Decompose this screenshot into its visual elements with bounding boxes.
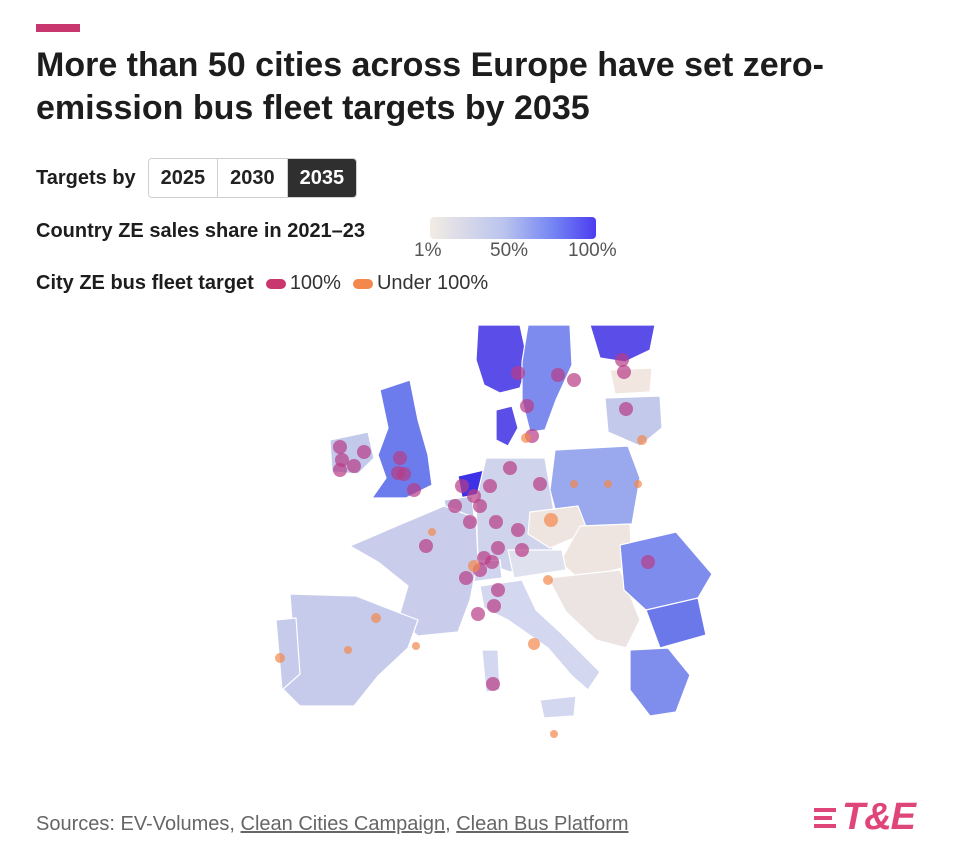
- city-marker[interactable]: [459, 571, 473, 585]
- city-marker[interactable]: [641, 555, 655, 569]
- city-target-legend: City ZE bus fleet target 100% Under 100%: [36, 272, 498, 295]
- country-uk[interactable]: [371, 379, 433, 499]
- year-toggle: 2025 2030 2035: [147, 158, 358, 198]
- city-marker[interactable]: [357, 445, 371, 459]
- year-option-2030[interactable]: 2030: [218, 159, 288, 197]
- city-marker[interactable]: [617, 365, 631, 379]
- city-marker[interactable]: [604, 480, 612, 488]
- te-logo: T&E: [814, 796, 916, 839]
- city-marker[interactable]: [570, 480, 578, 488]
- city-marker[interactable]: [511, 523, 525, 537]
- city-marker[interactable]: [544, 513, 558, 527]
- city-marker[interactable]: [333, 440, 347, 454]
- city-marker[interactable]: [491, 583, 505, 597]
- city-marker[interactable]: [333, 463, 347, 477]
- city-marker[interactable]: [468, 560, 480, 572]
- country-greece[interactable]: [629, 647, 691, 717]
- city-marker[interactable]: [521, 433, 531, 443]
- chart-title: More than 50 cities across Europe have s…: [36, 46, 824, 127]
- legend-swatch-under-100: [352, 278, 373, 289]
- city-marker[interactable]: [619, 402, 633, 416]
- city-marker[interactable]: [419, 539, 433, 553]
- legend-swatch-100: [265, 278, 286, 289]
- country-latvia-lithuania[interactable]: [604, 395, 663, 447]
- city-marker[interactable]: [634, 480, 642, 488]
- sources-prefix: Sources: EV-Volumes,: [36, 813, 241, 835]
- city-marker[interactable]: [473, 499, 487, 513]
- country-sicily[interactable]: [539, 695, 577, 719]
- city-marker[interactable]: [471, 607, 485, 621]
- year-option-2025[interactable]: 2025: [148, 159, 219, 197]
- city-marker[interactable]: [491, 541, 505, 555]
- country-italy[interactable]: [479, 579, 601, 691]
- city-marker[interactable]: [455, 479, 469, 493]
- city-marker[interactable]: [275, 653, 285, 663]
- city-marker[interactable]: [503, 461, 517, 475]
- country-portugal[interactable]: [275, 617, 301, 691]
- city-marker[interactable]: [551, 368, 565, 382]
- sources-separator: ,: [445, 813, 457, 835]
- country-norway[interactable]: [475, 324, 529, 394]
- year-option-2035[interactable]: 2035: [287, 159, 357, 197]
- country-scale-title: Country ZE sales share in 2021–23: [36, 220, 366, 242]
- city-marker[interactable]: [344, 646, 352, 654]
- city-marker[interactable]: [528, 638, 540, 650]
- city-marker[interactable]: [412, 642, 420, 650]
- sources-footer: Sources: EV-Volumes, Clean Cities Campai…: [36, 813, 629, 836]
- city-marker[interactable]: [485, 555, 499, 569]
- legend-label-under-100: Under 100%: [376, 272, 489, 294]
- source-link-clean-cities[interactable]: Clean Cities Campaign: [240, 813, 446, 835]
- country-bulgaria[interactable]: [645, 597, 707, 649]
- country-estonia[interactable]: [609, 367, 653, 395]
- city-marker[interactable]: [463, 515, 477, 529]
- europe-map[interactable]: [0, 300, 958, 790]
- city-marker[interactable]: [567, 373, 581, 387]
- source-link-clean-bus[interactable]: Clean Bus Platform: [456, 813, 629, 835]
- logo-text: T&E: [842, 796, 916, 838]
- country-austria[interactable]: [507, 549, 567, 579]
- country-denmark[interactable]: [495, 405, 519, 447]
- city-marker[interactable]: [391, 466, 405, 480]
- city-marker[interactable]: [515, 543, 529, 557]
- city-marker[interactable]: [428, 528, 436, 536]
- scale-tick-high: 100%: [568, 240, 617, 261]
- logo-lines-icon: [814, 807, 836, 828]
- country-finland[interactable]: [589, 324, 656, 363]
- city-marker[interactable]: [533, 477, 547, 491]
- accent-bar: [36, 24, 80, 32]
- scale-tick-mid: 50%: [490, 240, 529, 261]
- city-marker[interactable]: [347, 459, 361, 473]
- city-marker[interactable]: [371, 613, 381, 623]
- legend-label-100: 100%: [289, 272, 341, 294]
- city-marker[interactable]: [448, 499, 462, 513]
- color-scale-bar: [430, 217, 596, 239]
- city-marker[interactable]: [489, 515, 503, 529]
- city-marker[interactable]: [543, 575, 553, 585]
- city-marker[interactable]: [483, 479, 497, 493]
- city-marker[interactable]: [615, 353, 629, 367]
- city-marker[interactable]: [486, 677, 500, 691]
- city-marker[interactable]: [637, 435, 647, 445]
- targets-label: Targets by: [36, 166, 136, 189]
- city-marker[interactable]: [511, 366, 525, 380]
- country-balkans[interactable]: [547, 569, 641, 649]
- city-marker[interactable]: [520, 399, 534, 413]
- city-marker[interactable]: [550, 730, 558, 738]
- city-marker[interactable]: [393, 451, 407, 465]
- city-marker[interactable]: [407, 483, 421, 497]
- city-marker[interactable]: [487, 599, 501, 613]
- scale-tick-low: 1%: [414, 240, 442, 261]
- city-target-title: City ZE bus fleet target: [36, 272, 254, 294]
- targets-controls: Targets by 2025 2030 2035: [36, 158, 358, 198]
- country-sweden[interactable]: [521, 324, 573, 433]
